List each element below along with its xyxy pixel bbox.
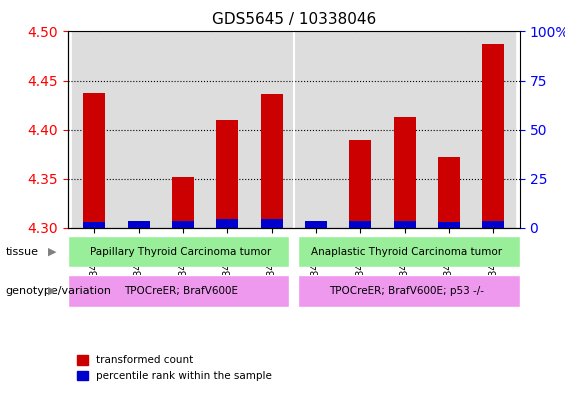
Bar [438, 157, 460, 228]
Bar [349, 221, 371, 228]
Bar [260, 94, 282, 228]
Bar [216, 219, 238, 228]
Bar [172, 221, 194, 228]
Bar [128, 223, 150, 228]
Bar [305, 223, 327, 228]
Bar [383, 31, 427, 228]
Text: TPOCreER; BrafV600E: TPOCreER; BrafV600E [124, 286, 238, 296]
Bar [294, 31, 338, 228]
Bar [482, 44, 505, 228]
Bar [116, 31, 161, 228]
FancyBboxPatch shape [298, 236, 520, 267]
Bar [438, 157, 460, 228]
Bar [305, 221, 327, 228]
Bar [83, 93, 106, 228]
Bar [216, 219, 238, 228]
Bar [438, 222, 460, 228]
Legend: transformed count, percentile rank within the sample: transformed count, percentile rank withi… [73, 351, 276, 385]
Bar [349, 140, 371, 228]
Text: ▶: ▶ [48, 246, 57, 257]
Bar [260, 219, 282, 228]
Bar [482, 221, 505, 228]
Bar [128, 221, 150, 228]
Bar [338, 31, 383, 228]
Bar [83, 222, 106, 228]
FancyBboxPatch shape [298, 275, 520, 307]
Text: Anaplastic Thyroid Carcinoma tumor: Anaplastic Thyroid Carcinoma tumor [311, 246, 502, 257]
Bar [83, 93, 106, 228]
Bar [128, 221, 150, 228]
Text: ▶: ▶ [48, 286, 57, 296]
Bar [250, 31, 294, 228]
Text: tissue: tissue [6, 246, 38, 257]
FancyBboxPatch shape [68, 275, 289, 307]
Bar [349, 221, 371, 228]
Bar [393, 221, 416, 228]
Bar [161, 31, 205, 228]
Bar [438, 222, 460, 228]
Bar [482, 44, 505, 228]
Bar [482, 221, 505, 228]
Bar [393, 117, 416, 228]
Bar [205, 31, 250, 228]
Bar [83, 222, 106, 228]
Bar [216, 120, 238, 228]
Bar [471, 31, 515, 228]
Text: Papillary Thyroid Carcinoma tumor: Papillary Thyroid Carcinoma tumor [90, 246, 271, 257]
Bar [305, 223, 327, 228]
Bar [72, 31, 116, 228]
FancyBboxPatch shape [68, 236, 289, 267]
Bar [260, 219, 282, 228]
Bar [172, 177, 194, 228]
Bar [128, 223, 150, 228]
Bar [393, 221, 416, 228]
Bar [393, 117, 416, 228]
Bar [305, 221, 327, 228]
Bar [349, 140, 371, 228]
Bar [260, 94, 282, 228]
Bar [172, 221, 194, 228]
Text: genotype/variation: genotype/variation [6, 286, 112, 296]
Bar [172, 177, 194, 228]
Bar [216, 120, 238, 228]
Bar [427, 31, 471, 228]
Title: GDS5645 / 10338046: GDS5645 / 10338046 [212, 13, 376, 28]
Text: TPOCreER; BrafV600E; p53 -/-: TPOCreER; BrafV600E; p53 -/- [329, 286, 484, 296]
